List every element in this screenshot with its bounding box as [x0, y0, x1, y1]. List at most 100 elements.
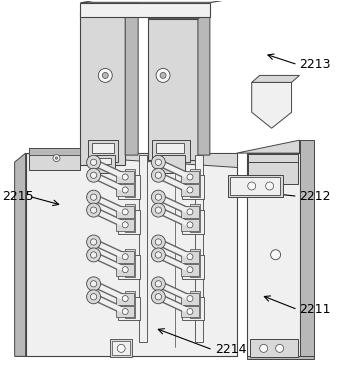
Bar [116, 264, 134, 276]
Circle shape [275, 344, 284, 352]
Bar [182, 255, 204, 279]
Circle shape [91, 194, 97, 200]
Bar [29, 148, 80, 170]
Polygon shape [80, 1, 222, 3]
Bar [116, 306, 134, 317]
Text: 2211: 2211 [300, 303, 331, 316]
Bar [181, 292, 199, 305]
Circle shape [160, 72, 166, 79]
Circle shape [91, 159, 97, 166]
Circle shape [98, 68, 112, 82]
Circle shape [151, 203, 165, 217]
Bar [181, 251, 199, 263]
Bar [116, 184, 134, 196]
Bar [125, 249, 135, 277]
Circle shape [187, 254, 193, 260]
Circle shape [266, 182, 274, 190]
Circle shape [87, 155, 100, 169]
Circle shape [155, 239, 162, 245]
Bar [181, 219, 199, 231]
Bar [125, 291, 135, 319]
Bar [116, 206, 134, 218]
Bar [228, 175, 283, 197]
Bar [116, 292, 134, 305]
Bar [182, 297, 204, 320]
Circle shape [91, 281, 97, 287]
Bar [181, 306, 199, 317]
Bar [80, 11, 125, 165]
Bar [112, 341, 130, 355]
Circle shape [87, 235, 100, 249]
Circle shape [156, 68, 170, 82]
Text: 2213: 2213 [300, 58, 331, 71]
Bar [190, 249, 200, 277]
Bar [116, 251, 134, 263]
Circle shape [187, 222, 193, 228]
Bar [181, 171, 199, 183]
Circle shape [87, 168, 100, 182]
Circle shape [187, 174, 193, 180]
Polygon shape [15, 153, 26, 356]
Bar [118, 210, 140, 234]
Polygon shape [198, 11, 210, 155]
Circle shape [155, 172, 162, 178]
Bar [190, 204, 200, 232]
Bar [95, 155, 115, 173]
Circle shape [87, 277, 100, 291]
Circle shape [87, 190, 100, 204]
Circle shape [91, 239, 97, 245]
Circle shape [122, 267, 128, 273]
Circle shape [151, 277, 165, 291]
Circle shape [155, 281, 162, 287]
Circle shape [53, 155, 60, 161]
Circle shape [187, 209, 193, 215]
Polygon shape [300, 140, 315, 356]
Polygon shape [26, 153, 237, 167]
Circle shape [87, 290, 100, 304]
Bar [125, 204, 135, 232]
Circle shape [151, 248, 165, 262]
Polygon shape [237, 140, 300, 153]
Circle shape [122, 309, 128, 315]
Bar [248, 154, 297, 162]
Bar [88, 140, 118, 162]
Bar [181, 206, 199, 218]
Bar [190, 169, 200, 197]
Bar [230, 177, 280, 195]
Text: 2214: 2214 [215, 344, 246, 356]
Circle shape [151, 155, 165, 169]
Circle shape [187, 295, 193, 302]
Bar [139, 155, 147, 342]
Circle shape [155, 207, 162, 213]
Circle shape [122, 254, 128, 260]
Circle shape [187, 267, 193, 273]
Circle shape [187, 309, 193, 315]
Bar [118, 175, 140, 199]
Bar [125, 169, 135, 197]
Circle shape [248, 182, 256, 190]
Bar [181, 264, 199, 276]
Circle shape [55, 157, 58, 159]
Text: 2215: 2215 [2, 190, 34, 203]
Bar [118, 297, 140, 320]
Circle shape [151, 168, 165, 182]
Bar [156, 143, 184, 153]
Circle shape [102, 72, 108, 79]
Bar [116, 171, 134, 183]
Polygon shape [247, 356, 315, 359]
Circle shape [155, 294, 162, 300]
Circle shape [122, 174, 128, 180]
Bar [195, 155, 203, 342]
Circle shape [155, 194, 162, 200]
Circle shape [117, 344, 125, 352]
Bar [110, 339, 132, 357]
Bar [247, 153, 300, 356]
Circle shape [271, 250, 280, 260]
Polygon shape [125, 3, 138, 155]
Circle shape [155, 159, 162, 166]
Circle shape [91, 252, 97, 258]
Polygon shape [252, 75, 300, 82]
Circle shape [87, 203, 100, 217]
Bar [248, 154, 297, 184]
Circle shape [155, 252, 162, 258]
